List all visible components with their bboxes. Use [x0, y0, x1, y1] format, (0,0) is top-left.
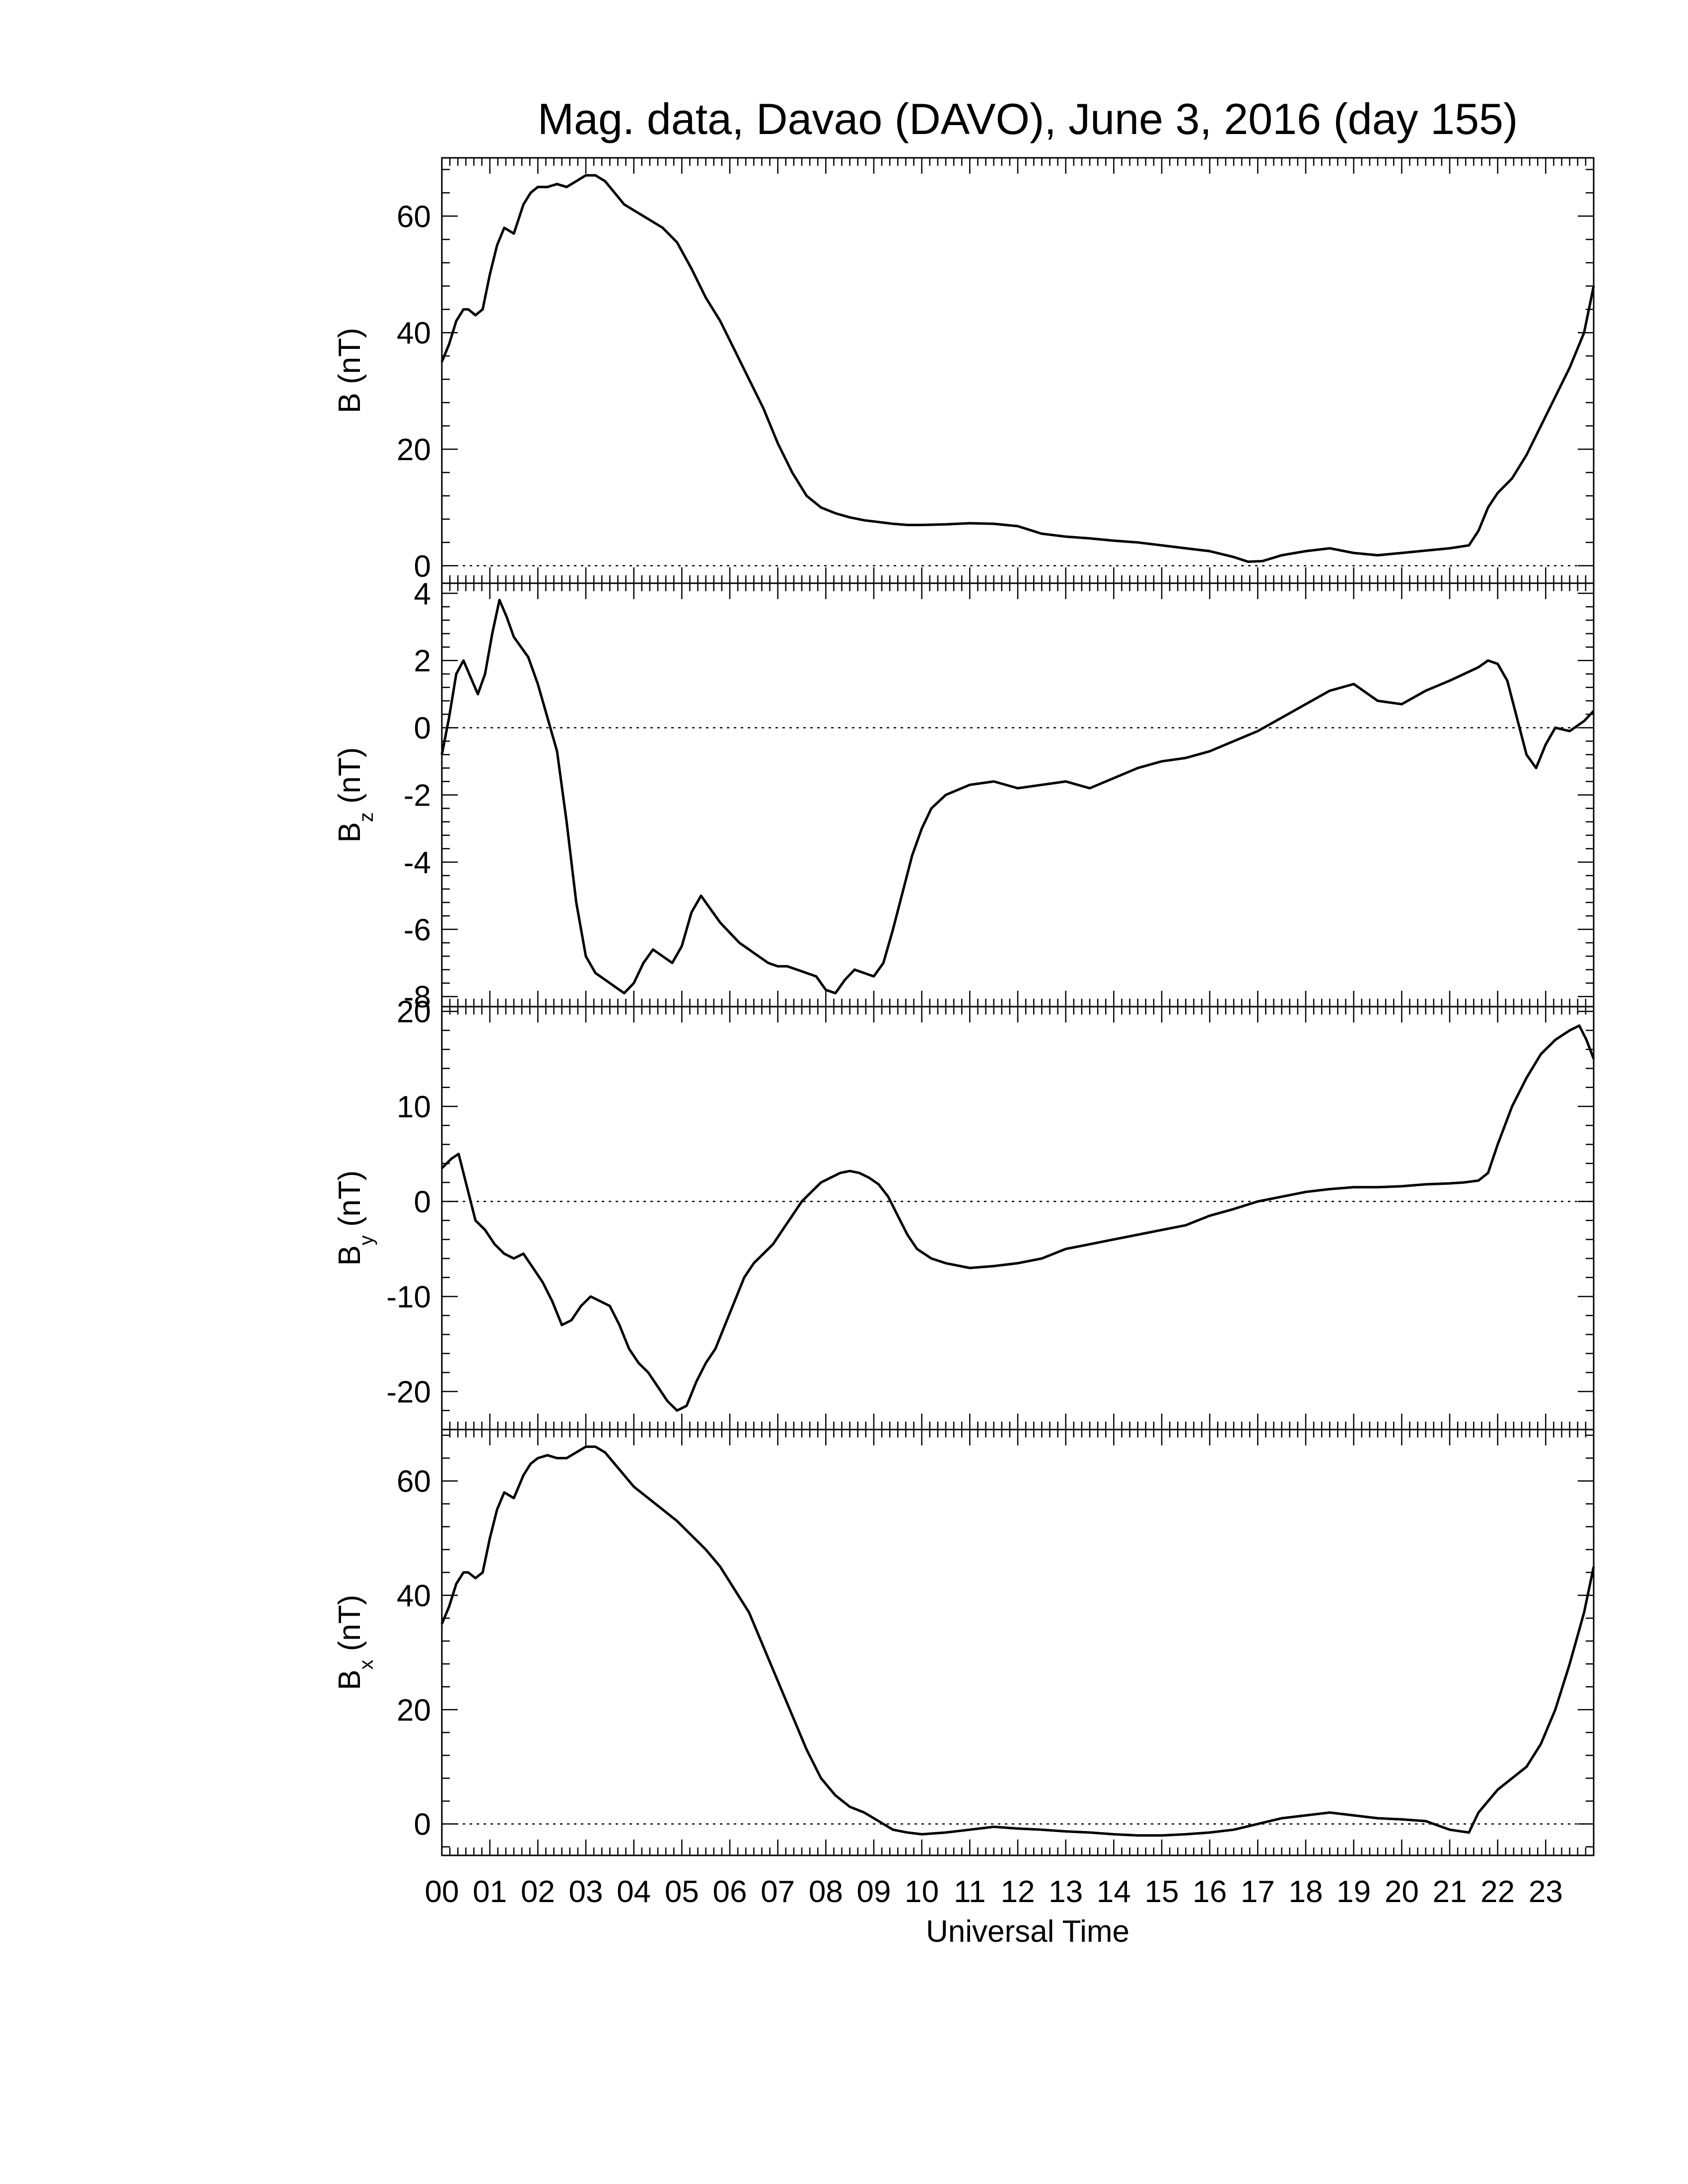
x-tick-label: 03 [569, 1875, 603, 1909]
y-axis-label-unit: (nT) [333, 747, 367, 812]
y-tick-label: 20 [397, 433, 431, 467]
x-tick-label: 21 [1433, 1875, 1467, 1909]
panel-1: 0 20 40 60 B (nT) [333, 157, 1595, 584]
x-tick-label: 13 [1049, 1875, 1083, 1909]
panel-2: -8 -6 -4 -2 0 2 4 Bz (nT) [333, 577, 1595, 1015]
x-tick-label: 06 [713, 1875, 747, 1909]
y-axis-label-main: B [333, 1670, 367, 1690]
y-tick-label: 40 [397, 1579, 431, 1613]
y-tick-label: 0 [414, 711, 431, 746]
x-tick-label: 07 [761, 1875, 795, 1909]
y-tick-label: -8 [404, 980, 431, 1015]
x-tick-label: 04 [617, 1875, 651, 1909]
y-tick-label: 60 [397, 1465, 431, 1499]
x-tick-label: 22 [1480, 1875, 1515, 1909]
series-line [440, 1445, 1595, 1837]
y-tick-label: -4 [404, 846, 431, 880]
chart-title: Mag. data, Davao (DAVO), June 3, 2016 (d… [538, 94, 1518, 143]
y-tick-label: 60 [397, 200, 431, 234]
y-tick-label: -10 [386, 1280, 431, 1314]
y-axis-label-unit: (nT) [333, 328, 367, 393]
y-tick-label: 40 [397, 316, 431, 350]
x-tick-label: 00 [425, 1875, 459, 1909]
y-tick-label: -20 [386, 1375, 431, 1409]
y-tick-label: -6 [404, 913, 431, 947]
y-axis-label-main: B [333, 822, 367, 842]
y-tick-label: 20 [397, 995, 431, 1029]
y-axis-label-subscript: y [355, 1235, 377, 1245]
x-tick-label: 11 [954, 1875, 985, 1909]
y-axis-label: Bx (nT) [333, 1595, 377, 1690]
y-tick-label: 0 [414, 1808, 431, 1842]
y-axis-label-unit: (nT) [333, 1595, 367, 1660]
y-tick-label: 20 [397, 1693, 431, 1727]
x-tick-label: 08 [809, 1875, 843, 1909]
y-tick-label: 4 [414, 577, 431, 611]
y-axis-label: By (nT) [333, 1170, 377, 1266]
y-tick-label: 10 [397, 1090, 431, 1124]
x-tick-labels: 00 01 02 03 04 05 06 07 08 09 10 11 12 13 14 15 16 17 18 19… [425, 1875, 1563, 1909]
panel-3: -20 -10 0 10 20 By (nT) [333, 995, 1595, 1431]
x-tick-label: 01 [473, 1875, 507, 1909]
series-line [440, 174, 1595, 563]
x-tick-label: 12 [1001, 1875, 1035, 1909]
panel-4: 0 20 40 60 Bx (nT) [333, 1429, 1595, 1856]
y-tick-label: -2 [404, 779, 431, 813]
x-tick-label: 14 [1097, 1875, 1131, 1909]
y-axis-label-unit: (nT) [333, 1170, 367, 1235]
y-axis-label-subscript: z [355, 812, 377, 822]
x-tick-label: 19 [1336, 1875, 1371, 1909]
y-axis-label-subscript: x [355, 1660, 377, 1670]
y-axis-label-main: B [333, 393, 367, 413]
y-tick-label: 2 [414, 644, 431, 679]
x-tick-label: 17 [1241, 1875, 1275, 1909]
x-axis-label: Universal Time [926, 1914, 1129, 1949]
x-tick-label: 23 [1529, 1875, 1563, 1909]
y-tick-label: 0 [414, 1185, 431, 1219]
y-axis-label: B (nT) [333, 328, 367, 413]
x-tick-label: 02 [521, 1875, 555, 1909]
x-tick-label: 16 [1193, 1875, 1227, 1909]
y-axis-label-main: B [333, 1245, 367, 1266]
y-axis-label: Bz (nT) [333, 747, 377, 842]
x-tick-label: 15 [1145, 1875, 1179, 1909]
y-tick-label: 0 [414, 549, 431, 584]
x-tick-label: 18 [1289, 1875, 1323, 1909]
x-tick-label: 09 [857, 1875, 891, 1909]
x-tick-label: 20 [1385, 1875, 1419, 1909]
series-line [440, 599, 1595, 995]
x-tick-label: 05 [665, 1875, 699, 1909]
x-tick-label: 10 [905, 1875, 939, 1909]
series-line [441, 1024, 1595, 1412]
